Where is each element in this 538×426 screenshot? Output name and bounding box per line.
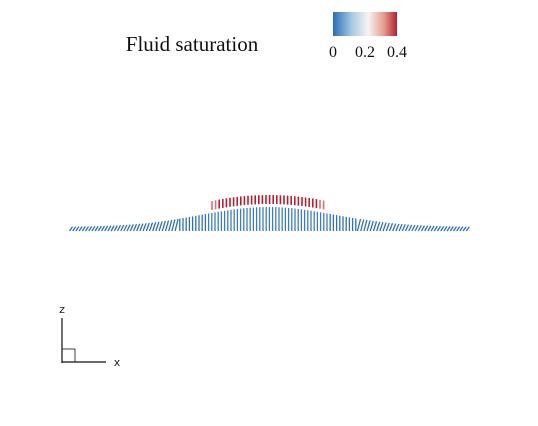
fiber <box>382 222 387 232</box>
fiber <box>363 219 368 232</box>
fiber <box>161 220 166 232</box>
fiber <box>420 225 426 232</box>
fiber <box>372 221 378 232</box>
colorbar-tick-label: 0.2 <box>355 44 375 61</box>
fiber <box>427 225 432 232</box>
fiber <box>360 219 365 232</box>
fiber <box>94 225 99 232</box>
fiber <box>123 224 128 232</box>
fiber <box>148 222 154 232</box>
fiber <box>369 220 374 232</box>
fiber <box>366 220 371 232</box>
fiber <box>379 221 384 232</box>
x-label: x <box>114 356 121 369</box>
fiber <box>81 226 86 232</box>
fiber <box>449 226 454 232</box>
fiber <box>456 226 461 232</box>
fiber <box>107 225 112 232</box>
right-angle <box>61 348 76 363</box>
colorbar <box>333 12 397 36</box>
fiber <box>388 223 394 232</box>
z-label: z <box>59 303 65 316</box>
fiber <box>104 225 109 232</box>
fiber <box>75 226 80 232</box>
fiber <box>452 226 458 232</box>
fiber <box>404 224 410 232</box>
fiber <box>401 224 406 232</box>
fiber <box>158 221 163 232</box>
fiber <box>72 226 77 232</box>
fiber <box>97 225 102 232</box>
fiber <box>465 226 470 232</box>
fiber <box>443 226 448 232</box>
fiber <box>440 225 445 232</box>
fiber <box>356 218 362 232</box>
fiber <box>100 225 106 232</box>
axis-triad: z x <box>59 303 121 369</box>
fiber <box>88 226 93 232</box>
fiber <box>84 226 90 232</box>
fiber <box>155 221 160 232</box>
fiber <box>430 225 435 232</box>
fiber <box>398 223 403 232</box>
fiber <box>433 225 438 232</box>
colorbar-tick-label: 0 <box>329 44 337 61</box>
fiber <box>116 224 122 232</box>
fiber <box>152 222 157 232</box>
fiber <box>376 221 381 232</box>
fiber <box>68 226 74 232</box>
title: Fluid saturation <box>126 32 259 56</box>
fiber <box>126 224 131 232</box>
fiber <box>129 224 134 232</box>
fiber <box>414 224 419 232</box>
fiber <box>417 225 422 232</box>
fiber <box>136 223 141 232</box>
fiber <box>424 225 429 232</box>
fiber <box>395 223 400 232</box>
fiber <box>385 222 390 232</box>
fiber <box>110 225 115 232</box>
colorbar-tick-label: 0.4 <box>387 44 407 61</box>
fiber <box>120 224 125 232</box>
fiber <box>436 225 442 232</box>
fiber-field <box>68 195 470 232</box>
fiber <box>78 226 83 232</box>
fiber <box>168 219 173 232</box>
fiber <box>171 219 176 232</box>
fiber <box>145 222 150 232</box>
fiber <box>446 226 451 232</box>
fiber <box>408 224 413 232</box>
fiber <box>113 225 118 232</box>
fiber <box>174 218 179 232</box>
fiber <box>462 226 467 232</box>
fiber <box>132 223 138 232</box>
fiber <box>411 224 416 232</box>
fiber <box>164 220 170 232</box>
fiber <box>91 225 96 232</box>
fiber <box>459 226 464 232</box>
fiber <box>392 223 397 232</box>
fiber <box>142 223 147 232</box>
fiber <box>139 223 144 232</box>
